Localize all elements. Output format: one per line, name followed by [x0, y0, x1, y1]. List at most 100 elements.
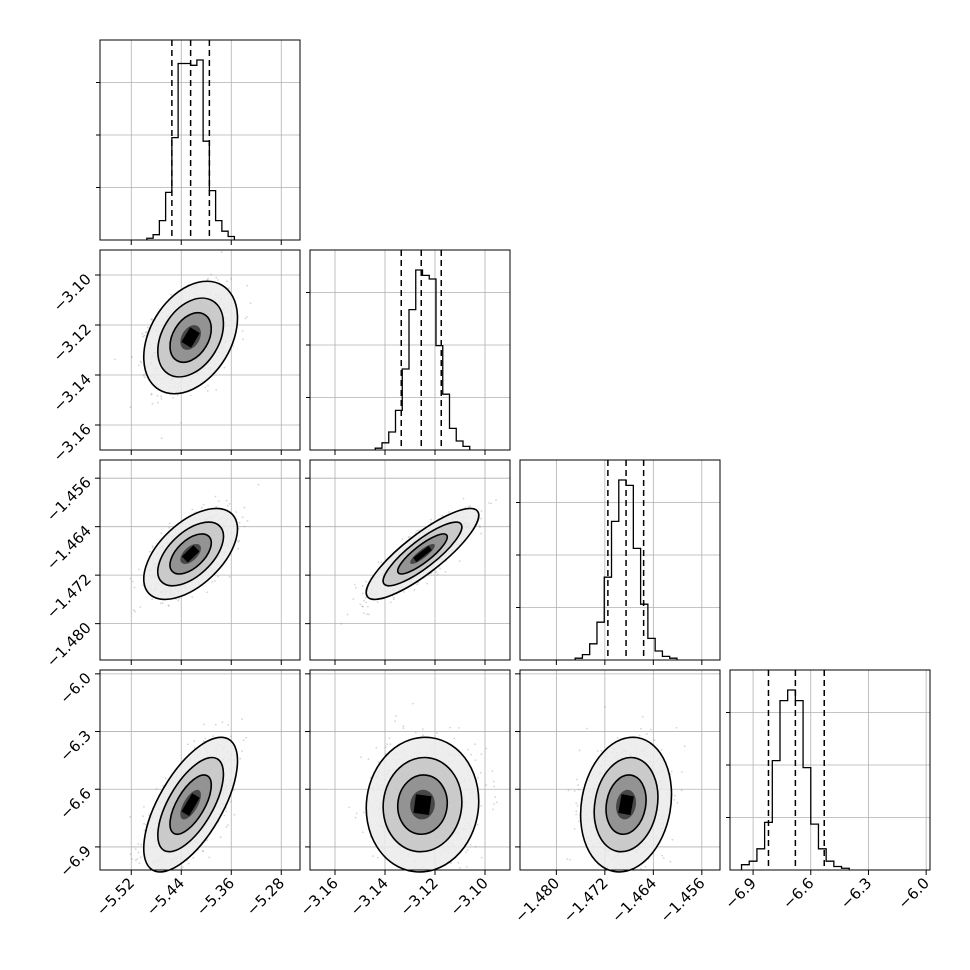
scatter-point [401, 538, 404, 540]
scatter-point [232, 345, 235, 348]
scatter-point [192, 856, 195, 859]
scatter-point [393, 596, 395, 599]
scatter-point [187, 743, 189, 746]
scatter-point [143, 806, 145, 808]
scatter-point [227, 824, 229, 827]
scatter-point [141, 332, 144, 335]
scatter-point [219, 836, 222, 839]
scatter-point [228, 576, 231, 578]
scatter-point [142, 815, 145, 818]
panel-2-1 [305, 459, 511, 665]
scatter-point [480, 510, 483, 513]
scatter-point [129, 578, 132, 580]
scatter-point [435, 571, 437, 573]
scatter-point [246, 284, 248, 287]
scatter-point [150, 318, 153, 321]
density-peak-1-0 [181, 327, 200, 348]
scatter-point [464, 506, 467, 509]
scatter-point [160, 437, 163, 439]
scatter-point [230, 277, 233, 280]
scatter-point [366, 613, 368, 616]
scatter-point [225, 826, 228, 828]
scatter-point [143, 373, 146, 376]
scatter-point [408, 536, 411, 538]
scatter-point [368, 613, 370, 616]
frame-1-0 [99, 249, 301, 451]
panel-1-1 [306, 249, 511, 455]
scatter-point [137, 364, 140, 367]
scatter-point [206, 591, 208, 594]
density-1-0 [142, 280, 239, 395]
scatter-point [145, 331, 148, 334]
scatter-point [352, 598, 355, 600]
scatter-point [495, 499, 497, 501]
scatter-point [215, 505, 218, 508]
scatter-point [246, 316, 248, 318]
scatter-point [246, 520, 249, 522]
scatter-point [228, 287, 230, 289]
scatter-point [215, 389, 218, 391]
scatter-point [151, 318, 154, 321]
scatter-point [170, 294, 173, 296]
scatter-point [429, 521, 432, 524]
scatter-point [361, 592, 364, 595]
scatter-point [150, 393, 153, 396]
density-peak-2-1 [413, 545, 432, 563]
scatter-point [480, 517, 482, 520]
frame-2-1 [309, 459, 511, 661]
scatter-point [167, 604, 170, 607]
scatter-point [444, 570, 447, 573]
scatter-point [441, 514, 444, 517]
scatter-point [140, 361, 143, 364]
scatter-point [257, 483, 260, 486]
scatter-point [211, 581, 214, 583]
scatter-point [361, 585, 364, 587]
scatter-point [479, 526, 481, 529]
scatter-point [131, 356, 133, 358]
scatter-point [153, 873, 155, 875]
scatter-point [203, 723, 206, 726]
panel-0-0 [96, 39, 301, 245]
frame-2-0 [99, 459, 301, 661]
scatter-point [161, 602, 164, 604]
scatter-point [225, 499, 228, 502]
scatter-point [389, 601, 392, 604]
scatter-point [376, 601, 379, 603]
scatter-point [143, 334, 146, 337]
scatter-point [214, 580, 216, 582]
scatter-point [346, 613, 349, 616]
scatter-point [132, 609, 135, 612]
scatter-point [157, 401, 159, 404]
scatter-point [177, 599, 180, 602]
scatter-point [215, 276, 218, 279]
scatter-point [191, 508, 194, 511]
scatter-point [380, 561, 383, 564]
scatter-point [244, 317, 247, 320]
scatter-point [413, 588, 416, 591]
scatter-point [168, 526, 171, 529]
scatter-point [416, 583, 419, 586]
scatter-point [167, 604, 170, 607]
scatter-point [206, 839, 209, 842]
scatter-point [359, 603, 362, 606]
scatter-point [206, 390, 209, 392]
scatter-point [416, 529, 418, 532]
scatter-point [204, 386, 207, 389]
scatter-point [168, 522, 171, 525]
scatter-point [160, 395, 163, 398]
scatter-point [151, 546, 154, 549]
scatter-point [362, 612, 365, 615]
scatter-point [180, 421, 183, 424]
scatter-point [159, 602, 162, 605]
scatter-point [142, 335, 144, 338]
panel-2-0 [95, 459, 301, 665]
scatter-point [160, 532, 163, 535]
scatter-point [233, 813, 236, 816]
scatter-point [354, 583, 356, 586]
grid-1-0 [100, 250, 300, 450]
scatter-point [364, 596, 367, 599]
scatter-point [157, 882, 159, 884]
scatter-point [340, 623, 343, 625]
scatter-point [151, 545, 154, 547]
